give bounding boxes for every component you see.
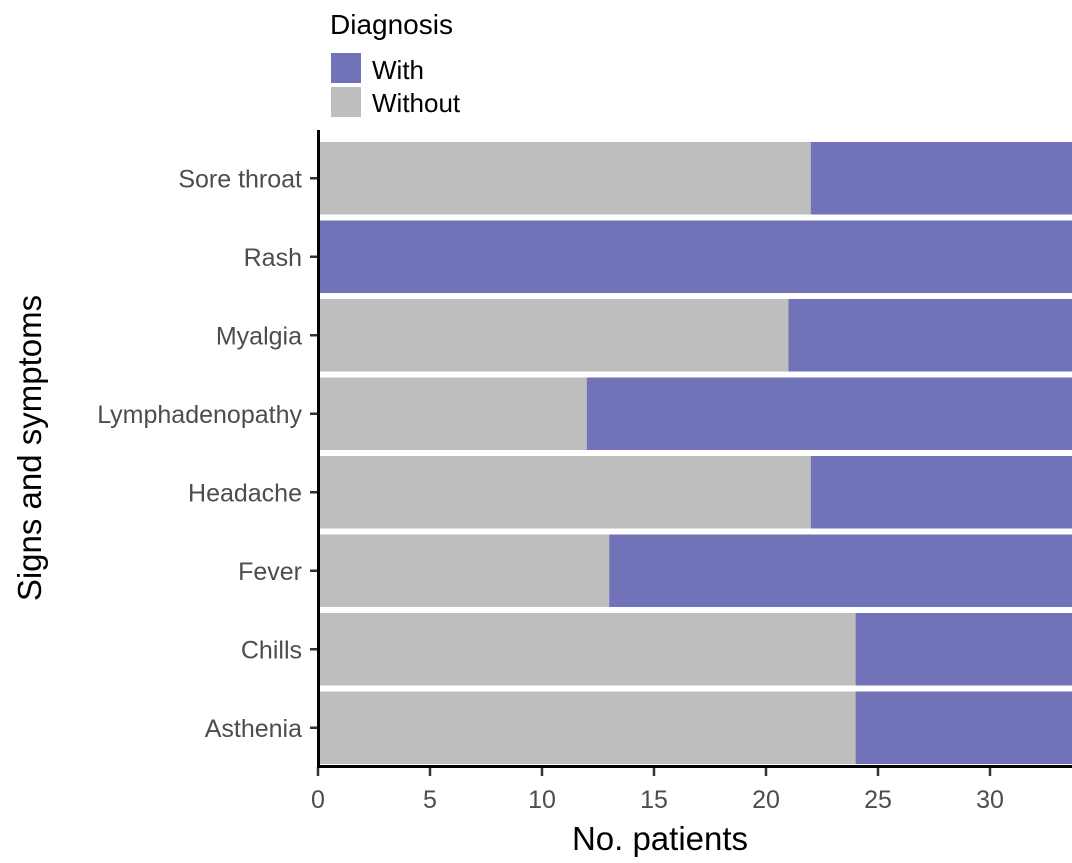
legend-title: Diagnosis bbox=[330, 9, 453, 40]
y-tick-label-sore-throat: Sore throat bbox=[178, 165, 302, 193]
y-tick-label-chills: Chills bbox=[241, 636, 302, 664]
legend-label-with: With bbox=[372, 55, 424, 85]
y-tick-label-fever: Fever bbox=[238, 558, 302, 586]
x-tick-label-5: 5 bbox=[423, 786, 437, 814]
legend-swatch-with bbox=[331, 53, 361, 83]
bar-rash-with bbox=[318, 220, 1072, 293]
bar-myalgia-without bbox=[318, 299, 789, 372]
y-tick-label-rash: Rash bbox=[244, 244, 302, 272]
y-axis-title: Signs and symptoms bbox=[11, 295, 48, 601]
x-tick-label-30: 30 bbox=[976, 786, 1004, 814]
bar-headache-without bbox=[318, 456, 811, 529]
x-axis-ticks: 0 5 10 15 20 25 30 bbox=[311, 767, 1004, 814]
bars-group bbox=[318, 142, 1072, 764]
x-tick-label-15: 15 bbox=[640, 786, 668, 814]
x-axis-title: No. patients bbox=[572, 820, 748, 857]
y-axis-ticks: Asthenia Chills Fever Headache Lymphadenopat… bbox=[97, 165, 318, 743]
y-tick-label-asthenia: Asthenia bbox=[205, 715, 302, 743]
bar-asthenia-without bbox=[318, 691, 856, 764]
x-tick-label-10: 10 bbox=[528, 786, 556, 814]
bar-headache-with bbox=[810, 456, 1072, 529]
x-tick-label-25: 25 bbox=[864, 786, 892, 814]
bar-chills-without bbox=[318, 613, 856, 686]
bar-sore-throat-with bbox=[810, 142, 1072, 215]
bar-myalgia-with bbox=[788, 299, 1072, 372]
bar-lymphadenopathy-without bbox=[318, 377, 587, 450]
y-tick-label-lymphadenopathy: Lymphadenopathy bbox=[97, 401, 302, 429]
bar-lymphadenopathy-with bbox=[586, 377, 1072, 450]
x-tick-label-20: 20 bbox=[752, 786, 780, 814]
bar-asthenia-with bbox=[855, 691, 1072, 764]
bar-fever-with bbox=[609, 534, 1072, 607]
legend: Diagnosis With Without bbox=[330, 9, 461, 118]
y-tick-label-myalgia: Myalgia bbox=[216, 322, 302, 350]
y-tick-label-headache: Headache bbox=[188, 479, 302, 507]
legend-swatch-without bbox=[331, 87, 361, 117]
bar-chills-with bbox=[855, 613, 1072, 686]
x-tick-label-0: 0 bbox=[311, 786, 325, 814]
bar-sore-throat-without bbox=[318, 142, 811, 215]
bar-fever-without bbox=[318, 534, 610, 607]
legend-label-without: Without bbox=[372, 88, 461, 118]
